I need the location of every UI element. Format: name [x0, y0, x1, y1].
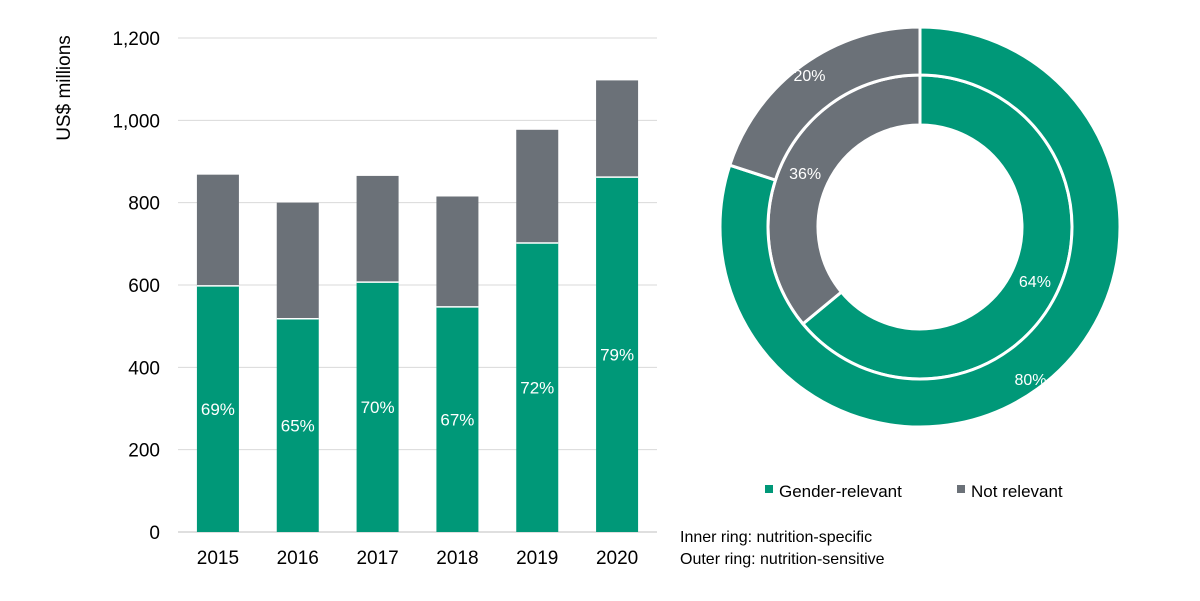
- x-tick-label: 2018: [436, 548, 478, 569]
- bar-gender-relevant-2019: [516, 243, 559, 532]
- bar-not-relevant-2016: [276, 202, 319, 319]
- y-tick-label: 800: [128, 194, 160, 215]
- data-label-2018: 67%: [440, 410, 474, 429]
- y-tick-labels: 0 200 400 600 800 1,000 1,200: [112, 29, 160, 544]
- x-tick-label: 2017: [356, 548, 398, 569]
- inner-ring-label: 64%: [1019, 274, 1051, 291]
- y-tick-label: 600: [128, 276, 160, 297]
- legend: Gender-relevant Not relevant: [765, 482, 1063, 501]
- bar-not-relevant-2019: [516, 129, 559, 244]
- bar-not-relevant-2017: [356, 175, 399, 283]
- bar-gender-relevant-2015: [196, 285, 239, 532]
- legend-swatch-not-relevant: [957, 485, 965, 493]
- donut-rings: [718, 25, 1122, 429]
- legend-swatch-gender-relevant: [765, 485, 773, 493]
- outer-ring-label: 80%: [1014, 372, 1046, 389]
- x-tick-label: 2019: [516, 548, 558, 569]
- bar-gender-relevant-2020: [596, 177, 639, 533]
- bar-series: 69% 65% 70% 67% 72% 79%: [196, 80, 639, 533]
- bar-not-relevant-2015: [196, 174, 239, 286]
- bar-gender-relevant-2018: [436, 306, 479, 532]
- donut-labels: 64% 36% 80% 20%: [789, 68, 1051, 389]
- bar-not-relevant-2018: [436, 196, 479, 307]
- note-inner-ring: Inner ring: nutrition-specific: [680, 529, 872, 546]
- bar-chart: US$ millions 0 200 400 600 800 1,000 1,200 69%…: [54, 29, 657, 569]
- data-label-2019: 72%: [520, 379, 554, 398]
- y-axis-label: US$ millions: [54, 35, 75, 141]
- bar-gender-relevant-2017: [356, 282, 399, 532]
- outer-ring-label: 20%: [793, 68, 825, 85]
- y-tick-label: 400: [128, 358, 160, 379]
- legend-label-not-relevant: Not relevant: [971, 482, 1063, 501]
- bar-gender-relevant-2016: [276, 318, 319, 532]
- data-label-2016: 65%: [281, 416, 315, 435]
- x-tick-labels: 2015 2016 2017 2018 2019 2020: [197, 548, 638, 569]
- data-label-2015: 69%: [201, 400, 235, 419]
- y-tick-label: 1,200: [112, 29, 160, 50]
- bar-not-relevant-2020: [596, 80, 639, 178]
- inner-ring-label: 36%: [789, 166, 821, 183]
- x-tick-label: 2015: [197, 548, 239, 569]
- x-tick-label: 2016: [277, 548, 319, 569]
- x-tick-label: 2020: [596, 548, 638, 569]
- outer-ring-slice-gender-relevant: [718, 25, 1122, 429]
- y-tick-label: 200: [128, 441, 160, 462]
- gridlines: [178, 37, 657, 533]
- note-outer-ring: Outer ring: nutrition-sensitive: [680, 551, 885, 568]
- data-label-2020: 79%: [600, 346, 634, 365]
- legend-label-gender-relevant: Gender-relevant: [779, 482, 902, 501]
- y-tick-label: 1,000: [112, 111, 160, 132]
- data-label-2017: 70%: [361, 398, 395, 417]
- y-tick-label: 0: [149, 523, 160, 544]
- outer-ring-slice-not-relevant: [727, 25, 922, 182]
- donut-chart: 64% 36% 80% 20% Gender-relevant Not relevan…: [680, 25, 1122, 568]
